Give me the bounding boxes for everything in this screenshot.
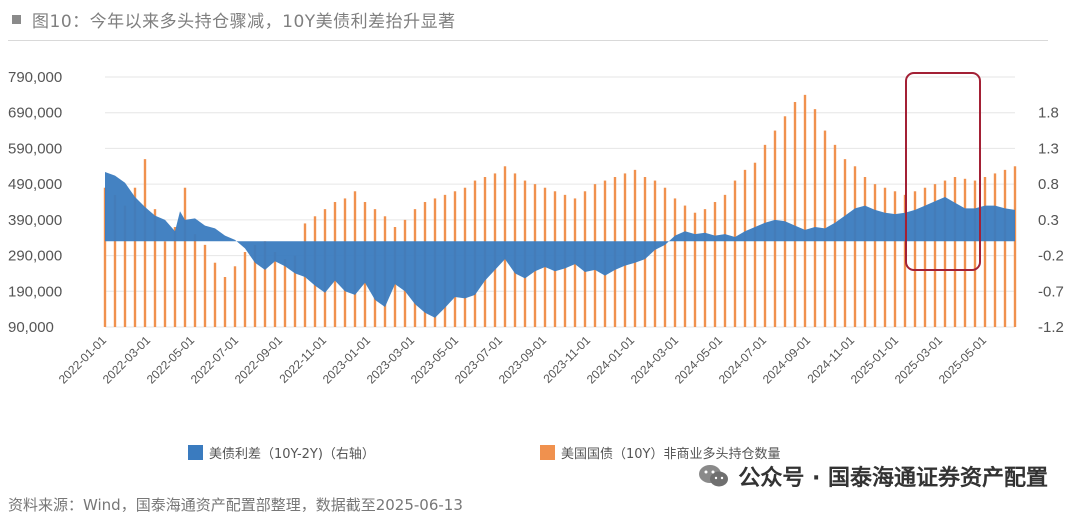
x-tick: 2025-05-01 [936,333,990,387]
x-axis-ticks: 2022-01-012022-03-012022-05-012022-07-01… [56,333,990,387]
position-bar [983,177,987,327]
position-bar [283,259,287,327]
position-bar [153,209,157,327]
position-bar [843,159,847,327]
position-bar [893,191,897,327]
position-bar [1003,169,1007,327]
position-bar [813,109,817,328]
position-bar [293,255,297,327]
left-tick-label: 790,000 [8,69,62,86]
position-bar [963,178,967,327]
source-note: 资料来源：Wind，国泰海通资产配置部整理，数据截至2025-06-13 [8,496,463,514]
right-tick-label: 1.3 [1038,140,1059,157]
legend-item-positions: 美国国债（10Y）非商业多头持仓数量 [540,443,780,462]
x-tick: 2022-09-01 [232,333,286,387]
x-tick-label: 2025-05-01 [936,333,990,387]
highlight-rect [905,72,981,271]
position-bar [923,187,927,327]
chart-title-row: 图10：今年以来多头持仓骤减，10Y美债利差抬升显著 [8,4,456,34]
left-tick-label: 190,000 [8,283,62,300]
position-bar [803,94,807,327]
position-bar [243,252,247,327]
watermark: 公众号 · 国泰海通证券资产配置 [698,460,1048,492]
x-tick: 2024-09-01 [760,333,814,387]
position-bar [103,187,107,327]
position-bar [1013,166,1017,327]
position-bar [273,252,277,327]
position-bar [913,191,917,327]
position-bar [943,180,947,327]
left-tick-label: 690,000 [8,105,62,122]
position-bar [683,205,687,327]
position-bar [113,194,117,327]
left-tick-label: 290,000 [8,248,62,265]
x-tick: 2023-09-01 [496,333,550,387]
wechat-icon [699,465,729,487]
position-bar [723,194,727,327]
position-bar [223,277,227,327]
position-bar [173,227,177,327]
left-tick-label: 490,000 [8,176,62,193]
position-bar [743,169,747,327]
position-bar [263,241,267,327]
position-bar [933,184,937,327]
right-tick-label: -0.7 [1038,283,1064,300]
position-bar [213,262,217,327]
position-bar [713,202,717,327]
gridlines [105,76,1015,328]
left-tick-label: 90,000 [8,319,54,336]
position-bar [163,241,167,327]
spread-area-path [105,172,1015,318]
position-bar [883,187,887,327]
position-bar [183,187,187,327]
position-bar [853,166,857,327]
position-bar [793,102,797,327]
position-bar [953,177,957,327]
legend-swatch-spread [188,445,203,460]
right-tick-label: 0.3 [1038,212,1059,229]
position-bar [753,162,757,327]
long-position-bars [103,94,1017,328]
position-bar [693,212,697,327]
position-bar [673,198,677,327]
right-tick-label: 1.8 [1038,105,1059,122]
position-bar [973,180,977,327]
position-bar [123,205,127,327]
legend-item-spread: 美债利差（10Y-2Y)（右轴） [188,443,375,462]
legend-swatch-positions [540,445,555,460]
position-bar [193,234,197,327]
watermark-text: 公众号 · 国泰海通证券资产配置 [738,466,1048,491]
x-tick-label: 2024-09-01 [760,333,814,387]
position-bar [253,244,257,327]
position-bar [733,180,737,327]
x-tick-label: 2022-09-01 [232,333,286,387]
position-bar [233,266,237,327]
position-bar [993,173,997,327]
chart-title: 图10：今年以来多头持仓骤减，10Y美债利差抬升显著 [32,11,456,32]
position-bar [143,159,147,327]
right-tick-label: 0.8 [1038,176,1059,193]
position-bar [653,180,657,327]
title-divider [8,40,1048,41]
position-bar [873,184,877,327]
spread-area [105,172,1015,318]
position-bar [863,177,867,327]
title-bullet [12,14,21,24]
left-tick-label: 390,000 [8,212,62,229]
position-bar [203,244,207,327]
highlight-box [905,72,981,271]
position-bar [133,187,137,327]
position-bar [703,209,707,327]
left-tick-label: 590,000 [8,140,62,157]
legend-label-spread: 美债利差（10Y-2Y)（右轴） [209,447,375,462]
legend-label-positions: 美国国债（10Y）非商业多头持仓数量 [561,447,781,462]
left-axis-ticks: 790,000 690,000 590,000 490,000 390,000 290,0… [8,69,62,336]
right-axis-ticks: 1.8 1.3 0.8 0.3 -0.2 -0.7 -1.2 [1038,105,1064,336]
x-tick-label: 2023-09-01 [496,333,550,387]
position-bar [663,187,667,327]
right-tick-label: -1.2 [1038,319,1064,336]
right-tick-label: -0.2 [1038,248,1064,265]
